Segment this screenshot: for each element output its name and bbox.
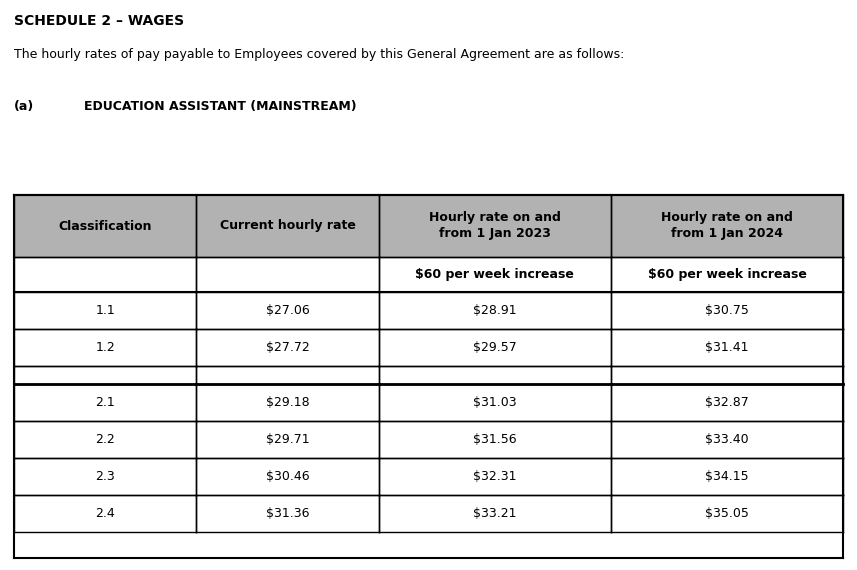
Bar xyxy=(611,195,843,257)
Text: $29.57: $29.57 xyxy=(473,341,517,354)
Bar xyxy=(196,495,379,532)
Text: 1.2: 1.2 xyxy=(95,341,115,354)
Text: $33.40: $33.40 xyxy=(705,433,749,446)
Bar xyxy=(196,366,379,384)
Bar xyxy=(611,384,843,421)
Text: $30.75: $30.75 xyxy=(705,304,749,317)
Bar xyxy=(379,495,611,532)
Bar xyxy=(379,384,611,421)
Bar xyxy=(14,421,196,458)
Bar xyxy=(611,495,843,532)
Bar xyxy=(611,292,843,329)
Text: $31.36: $31.36 xyxy=(266,507,309,520)
Text: $31.56: $31.56 xyxy=(473,433,517,446)
Bar xyxy=(611,329,843,366)
Bar xyxy=(379,458,611,495)
Bar xyxy=(379,195,611,257)
Text: Classification: Classification xyxy=(58,219,152,233)
Text: $34.15: $34.15 xyxy=(705,470,749,483)
Text: Current hourly rate: Current hourly rate xyxy=(219,219,356,233)
Text: $32.31: $32.31 xyxy=(473,470,517,483)
Bar xyxy=(196,292,379,329)
Text: $31.41: $31.41 xyxy=(705,341,749,354)
Text: $60 per week increase: $60 per week increase xyxy=(648,268,806,281)
Text: $35.05: $35.05 xyxy=(705,507,749,520)
Bar xyxy=(379,421,611,458)
Text: $33.21: $33.21 xyxy=(473,507,517,520)
Bar xyxy=(611,257,843,292)
Text: 1.1: 1.1 xyxy=(95,304,115,317)
Bar xyxy=(611,458,843,495)
Text: $29.18: $29.18 xyxy=(266,396,309,409)
Bar xyxy=(196,421,379,458)
Bar xyxy=(611,421,843,458)
Text: $60 per week increase: $60 per week increase xyxy=(416,268,574,281)
Bar xyxy=(196,329,379,366)
Text: Hourly rate on and
from 1 Jan 2023: Hourly rate on and from 1 Jan 2023 xyxy=(428,211,560,241)
Text: $27.06: $27.06 xyxy=(266,304,309,317)
Text: 2.1: 2.1 xyxy=(95,396,115,409)
Text: 2.3: 2.3 xyxy=(95,470,115,483)
Bar xyxy=(14,292,196,329)
Bar xyxy=(379,329,611,366)
Text: 2.2: 2.2 xyxy=(95,433,115,446)
Text: $30.46: $30.46 xyxy=(266,470,309,483)
Text: EDUCATION ASSISTANT (MAINSTREAM): EDUCATION ASSISTANT (MAINSTREAM) xyxy=(84,100,357,113)
Bar xyxy=(196,195,379,257)
Bar xyxy=(611,366,843,384)
Bar xyxy=(14,329,196,366)
Text: 2.4: 2.4 xyxy=(95,507,115,520)
Bar xyxy=(14,495,196,532)
Text: (a): (a) xyxy=(14,100,34,113)
Text: $29.71: $29.71 xyxy=(266,433,309,446)
Bar xyxy=(379,292,611,329)
Bar xyxy=(14,195,196,257)
Text: $31.03: $31.03 xyxy=(473,396,517,409)
Text: $28.91: $28.91 xyxy=(473,304,517,317)
Text: $27.72: $27.72 xyxy=(266,341,309,354)
Bar xyxy=(196,384,379,421)
Bar xyxy=(196,257,379,292)
Bar xyxy=(14,384,196,421)
Text: The hourly rates of pay payable to Employees covered by this General Agreement a: The hourly rates of pay payable to Emplo… xyxy=(14,48,625,61)
Bar xyxy=(14,257,196,292)
Text: SCHEDULE 2 – WAGES: SCHEDULE 2 – WAGES xyxy=(14,14,184,28)
Bar xyxy=(14,458,196,495)
Bar xyxy=(379,257,611,292)
Text: Hourly rate on and
from 1 Jan 2024: Hourly rate on and from 1 Jan 2024 xyxy=(661,211,793,241)
Text: $32.87: $32.87 xyxy=(705,396,749,409)
Bar xyxy=(14,366,196,384)
Bar xyxy=(196,458,379,495)
Bar xyxy=(379,366,611,384)
